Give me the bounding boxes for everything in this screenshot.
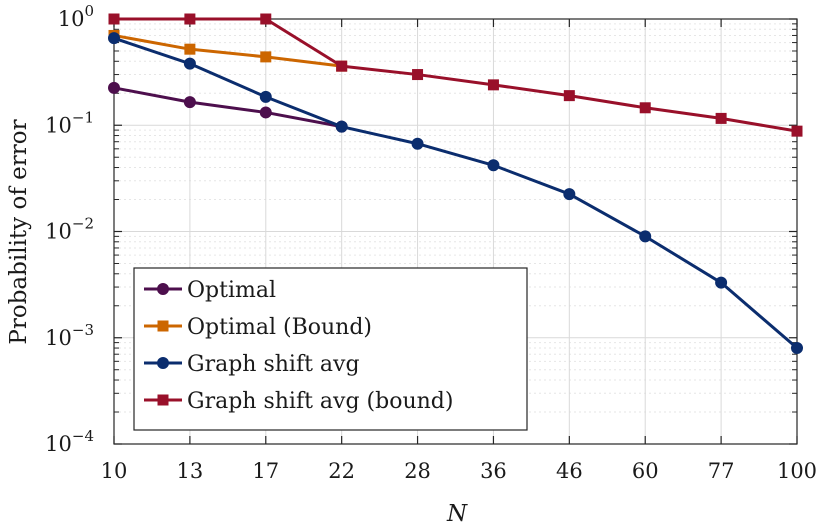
data-point — [563, 90, 575, 102]
data-point — [715, 276, 728, 289]
series-graph-shift-avg-bound — [108, 13, 803, 137]
legend-marker — [157, 283, 169, 295]
data-point — [715, 112, 727, 124]
data-point — [108, 32, 120, 45]
data-point — [108, 13, 120, 25]
data-point — [259, 106, 272, 119]
data-point — [260, 13, 272, 25]
legend-item: Optimal — [144, 278, 276, 303]
x-tick-label: 10 — [101, 459, 128, 483]
series-graph-shift-avg — [108, 32, 803, 355]
data-point — [335, 120, 348, 133]
legend-item: Optimal (Bound) — [144, 315, 372, 340]
y-tick-label: 10−4 — [45, 427, 94, 456]
data-point — [183, 96, 196, 109]
series-line — [113, 33, 342, 68]
legend-marker — [157, 320, 169, 332]
data-point — [108, 81, 120, 94]
legend-marker — [157, 357, 169, 369]
x-tick-label: 36 — [480, 459, 507, 483]
x-tick-label: 13 — [177, 459, 204, 483]
series-group — [108, 13, 803, 355]
data-point — [411, 137, 424, 150]
x-tick-label: 46 — [556, 459, 583, 483]
y-tick-label: 10−3 — [45, 321, 94, 350]
data-point — [183, 57, 196, 70]
series-line — [113, 86, 342, 129]
x-tick-label: 60 — [632, 459, 659, 483]
legend-marker — [157, 394, 169, 406]
data-point — [791, 342, 803, 355]
data-point — [639, 102, 651, 114]
y-tick-label: 10−2 — [45, 215, 94, 244]
y-tick-label: 10−1 — [45, 108, 94, 137]
legend-label: Optimal (Bound) — [187, 315, 372, 340]
x-tick-label: 17 — [252, 459, 279, 483]
data-point — [487, 79, 499, 91]
plot-frame — [113, 18, 798, 445]
data-point — [563, 188, 576, 201]
x-tick-label: 100 — [777, 459, 817, 483]
data-point — [260, 51, 272, 63]
legend-label: Graph shift avg — [187, 352, 360, 377]
x-tick-label: 28 — [404, 459, 431, 483]
data-point — [791, 125, 803, 137]
data-point — [639, 230, 652, 243]
axes: 10−4 10−3 10−2 10−1 100 10 13 17 22 28 36 46 60 77 100 — [45, 2, 817, 483]
y-axis-label: Probability of error — [6, 119, 32, 344]
series-line — [114, 17, 798, 133]
x-tick-label: 22 — [328, 459, 355, 483]
series-optimal — [108, 81, 348, 133]
legend-item: Graph shift avg (bound) — [144, 389, 453, 414]
data-point — [336, 60, 348, 72]
legend-label: Graph shift avg (bound) — [187, 389, 453, 414]
data-point — [259, 90, 272, 103]
x-tick-label: 77 — [708, 459, 735, 483]
legend-label: Optimal — [187, 278, 276, 303]
series-line — [113, 36, 798, 350]
data-point — [412, 69, 424, 81]
data-point — [184, 13, 196, 25]
data-point — [487, 159, 500, 172]
legend-item: Graph shift avg — [144, 352, 360, 377]
x-axis-label: N — [446, 501, 468, 527]
legend: Optimal Optimal (Bound) Graph shift avg Gra… — [133, 267, 528, 431]
legend-box — [133, 267, 528, 431]
y-tick-label: 100 — [58, 2, 94, 31]
data-point — [184, 43, 196, 55]
